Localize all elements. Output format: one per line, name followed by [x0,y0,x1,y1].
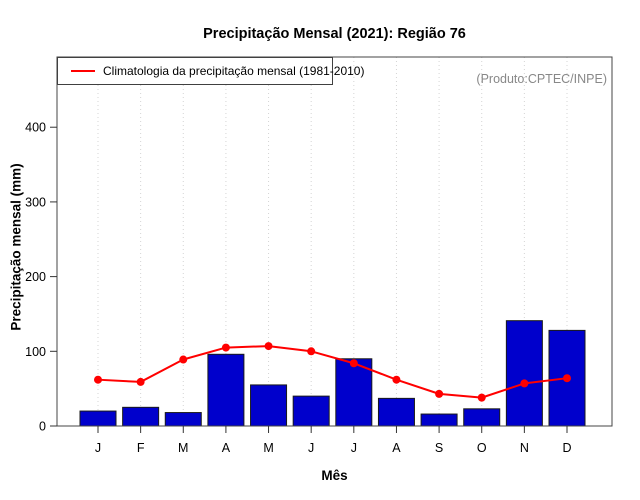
x-tick-label-10: O [477,441,487,455]
climatology-point-8 [392,375,401,384]
bar-O-10 [463,408,501,427]
climatology-point-4 [221,343,230,352]
climatology-point-11 [520,379,529,388]
producer-annotation: (Produto:CPTEC/INPE) [476,72,607,86]
x-axis-label: Mês [321,468,348,483]
climatology-point-12 [563,374,571,383]
x-tick-label-12: D [562,441,571,455]
x-tick-label-6: J [308,441,314,455]
climatology-point-7 [349,359,358,368]
x-tick-label-7: J [351,441,357,455]
x-tick-label-1: J [95,441,101,455]
bar-S-9 [420,413,458,427]
bar-M-5 [250,384,288,427]
bar-J-7 [335,358,373,427]
climatology-point-2 [136,377,145,386]
plot-box [56,56,613,427]
legend: Climatologia da precipitação mensal (198… [57,57,364,85]
climatology-point-5 [264,342,273,351]
x-tick-label-9: S [435,441,443,455]
bar-A-4 [207,353,245,427]
y-tick-label: 300 [25,195,46,209]
x-tick-label-11: N [520,441,529,455]
bar-M-3 [164,412,202,427]
bar-J-1 [79,410,117,427]
legend-line-sample-icon [71,70,95,72]
climatology-point-6 [307,347,316,356]
legend-label: Climatologia da precipitação mensal (198… [103,64,365,78]
chart-title: Precipitação Mensal (2021): Região 76 [203,26,466,42]
y-tick-label: 0 [39,420,46,434]
climatology-point-9 [435,389,444,398]
climatology-point-1 [94,375,102,384]
climatology-point-10 [477,393,486,402]
x-tick-label-2: F [137,441,145,455]
bar-F-2 [122,406,160,427]
bar-N-11 [505,320,543,427]
x-tick-label-8: A [392,441,401,455]
bar-J-6 [292,395,330,427]
y-tick-label: 400 [25,121,46,135]
x-tick-label-5: M [263,441,273,455]
y-tick-label: 100 [25,345,46,359]
x-tick-label-3: M [178,441,188,455]
bar-A-8 [377,397,415,427]
climatology-point-3 [179,355,188,364]
climatology-line [97,345,568,399]
x-tick-label-4: A [222,441,231,455]
y-tick-label: 200 [25,270,46,284]
y-axis-label: Precipitação mensal (mm) [8,163,24,331]
